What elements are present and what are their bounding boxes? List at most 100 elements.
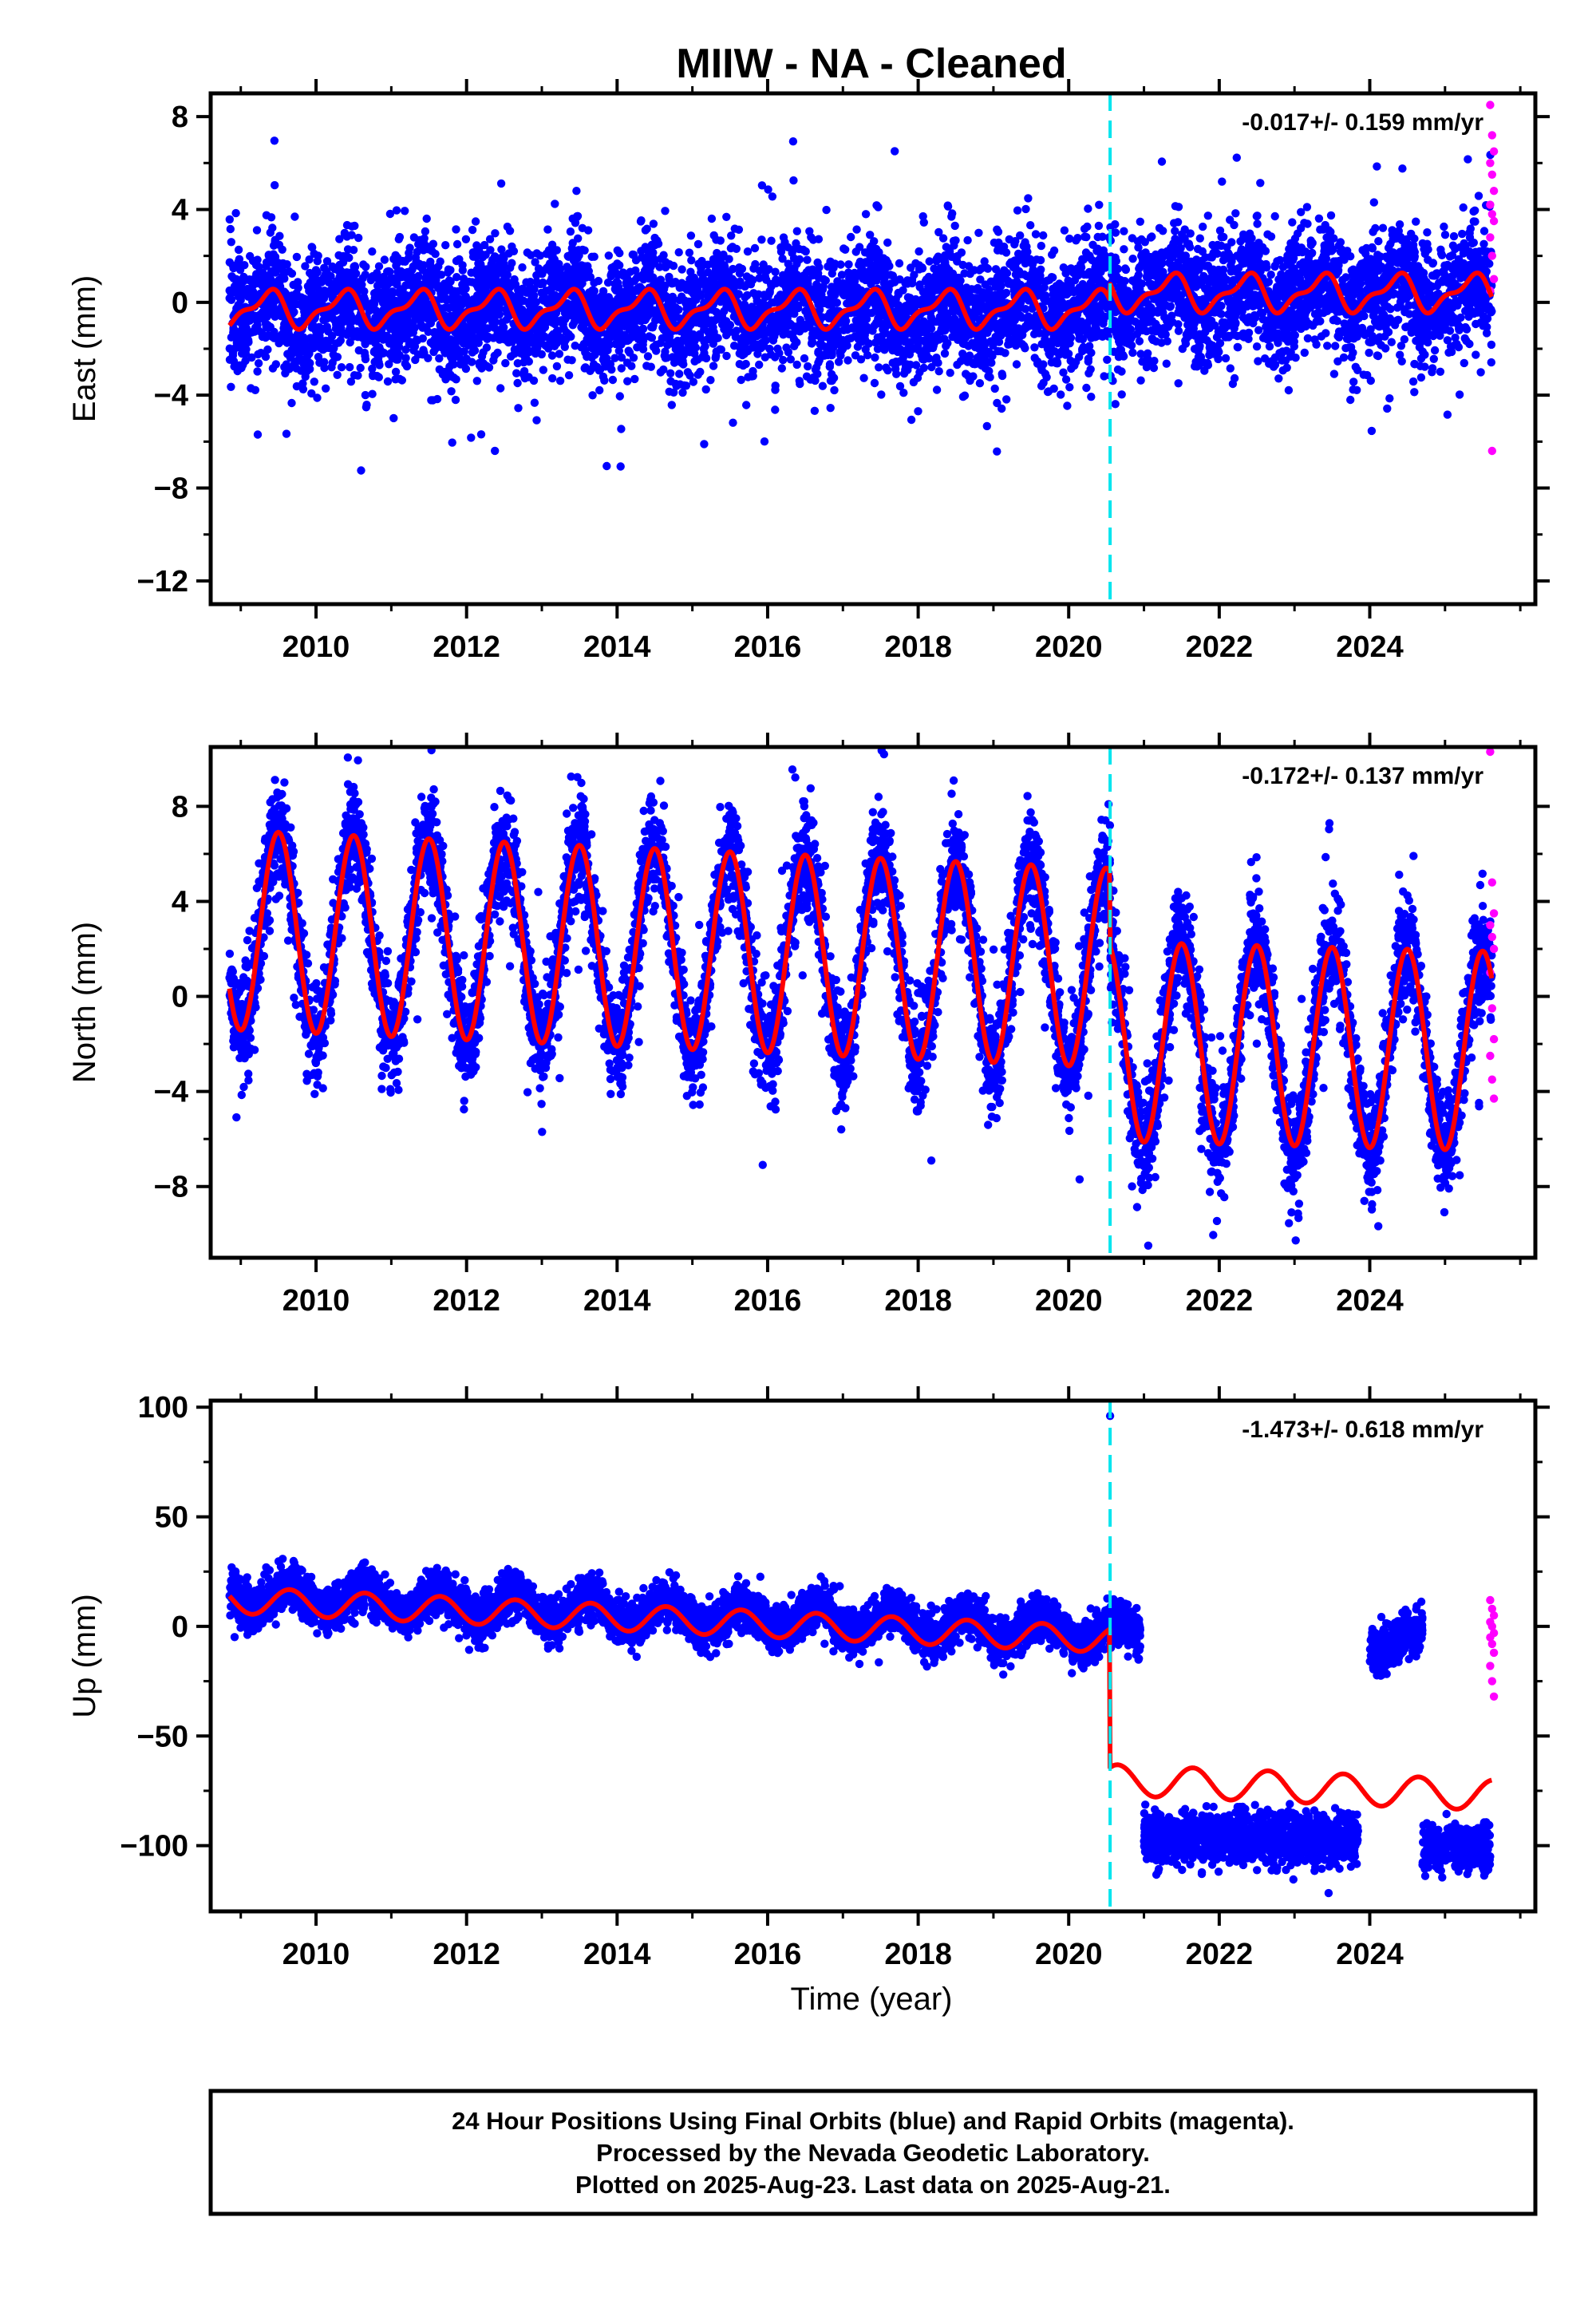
- data-point: [588, 391, 597, 400]
- data-point: [1195, 234, 1205, 243]
- data-point: [290, 212, 299, 221]
- data-point: [513, 359, 522, 368]
- data-point: [1289, 254, 1298, 263]
- data-point: [974, 228, 983, 237]
- data-point: [405, 243, 414, 252]
- data-point: [1162, 359, 1171, 368]
- data-point: [777, 364, 786, 373]
- data-point: [337, 363, 346, 372]
- data-point: [227, 295, 236, 304]
- data-point: [1428, 364, 1437, 373]
- data-point: [795, 255, 804, 264]
- data-point: [778, 255, 787, 263]
- data-point: [567, 356, 576, 365]
- data-point: [742, 401, 751, 409]
- data-point: [1359, 370, 1369, 379]
- data-point: [934, 227, 943, 237]
- data-point: [779, 233, 788, 242]
- data-point: [1100, 372, 1108, 381]
- data-point: [464, 277, 473, 287]
- data-point: [661, 207, 670, 215]
- data-point: [792, 227, 801, 235]
- data-point: [1443, 410, 1452, 419]
- data-point: [735, 360, 744, 369]
- data-point: [1383, 404, 1392, 413]
- data-point: [993, 447, 1001, 456]
- data-point: [1326, 211, 1336, 220]
- data-point: [909, 377, 918, 387]
- data-point: [1174, 203, 1183, 211]
- data-point: [373, 371, 381, 381]
- data-point: [932, 385, 942, 394]
- data-point: [485, 235, 495, 243]
- data-point: [1366, 376, 1376, 385]
- data-point: [683, 368, 693, 377]
- data-point: [1416, 373, 1426, 382]
- data-point: [401, 281, 410, 290]
- data-point: [1117, 390, 1126, 399]
- data-point: [547, 351, 557, 360]
- data-point: [661, 354, 670, 362]
- data-point: [1080, 232, 1089, 241]
- data-point: [667, 401, 676, 409]
- footer-line-1: 24 Hour Positions Using Final Orbits (bl…: [452, 2107, 1294, 2135]
- data-point: [825, 362, 835, 371]
- data-point: [649, 321, 658, 330]
- data-point: [757, 235, 766, 244]
- data-point: [1324, 226, 1333, 235]
- data-point: [1074, 264, 1083, 273]
- data-point: [1369, 198, 1379, 207]
- data-point: [1186, 229, 1195, 238]
- data-point: [737, 375, 745, 385]
- data-point: [1152, 319, 1160, 329]
- data-point: [597, 292, 606, 301]
- data-point: [1485, 259, 1494, 268]
- data-point: [1042, 373, 1051, 381]
- data-point: [1410, 388, 1419, 397]
- data-point: [1146, 233, 1156, 242]
- data-point: [693, 239, 703, 249]
- data-point: [514, 404, 523, 413]
- data-point: [1438, 278, 1447, 287]
- data-point: [668, 353, 677, 362]
- data-point: [531, 298, 541, 306]
- data-point: [1111, 400, 1120, 409]
- data-point: [1383, 302, 1393, 311]
- data-point: [252, 226, 262, 235]
- data-point: [605, 294, 614, 304]
- data-point: [712, 235, 721, 244]
- data-point: [1270, 211, 1279, 221]
- data-point: [616, 462, 625, 471]
- data-point: [305, 255, 314, 264]
- data-point: [811, 376, 820, 385]
- data-point: [1065, 383, 1074, 392]
- data-point: [792, 360, 801, 370]
- data-point: [847, 232, 855, 242]
- footer-line-3: Plotted on 2025-Aug-23. Last data on 202…: [575, 2171, 1171, 2199]
- data-point: [357, 466, 365, 475]
- data-point: [225, 215, 234, 224]
- data-point: [747, 372, 757, 381]
- data-point: [234, 245, 243, 255]
- data-point: [1396, 342, 1406, 350]
- data-point: [1142, 326, 1152, 336]
- data-point: [1373, 351, 1382, 360]
- data-point: [334, 251, 343, 260]
- data-point: [1482, 329, 1491, 338]
- data-point: [982, 421, 992, 431]
- data-point: [1365, 338, 1373, 346]
- data-point: [929, 341, 938, 350]
- data-point: [506, 263, 515, 272]
- data-point: [873, 345, 883, 354]
- data-point: [689, 377, 698, 386]
- data-point: [643, 352, 653, 361]
- data-point: [1253, 211, 1262, 220]
- data-point: [361, 351, 369, 361]
- data-point: [1094, 221, 1104, 231]
- data-point: [732, 244, 741, 253]
- data-point: [960, 391, 970, 400]
- data-point: [1278, 366, 1287, 375]
- data-point: [674, 248, 683, 257]
- data-point: [1278, 356, 1286, 365]
